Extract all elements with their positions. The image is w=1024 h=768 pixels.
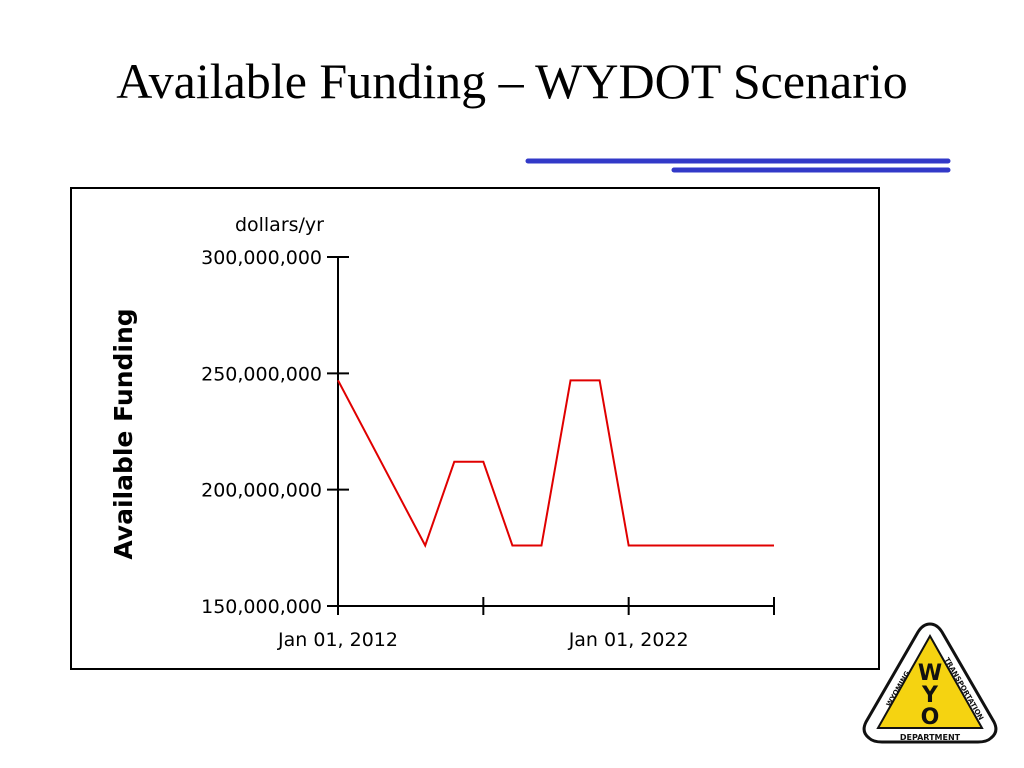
y-tick-label: 300,000,000	[201, 247, 322, 269]
x-axis-ticks: Jan 01, 2012 Jan 01, 2022	[277, 597, 775, 651]
logo-inner-triangle	[876, 633, 984, 729]
y-tick-label: 150,000,000	[201, 596, 322, 618]
logo-letter-o: O	[921, 705, 940, 730]
x-tick-label: Jan 01, 2012	[277, 629, 398, 651]
title-underline-decoration	[525, 158, 951, 173]
y-axis-unit: dollars/yr	[235, 214, 324, 236]
x-tick-label: Jan 01, 2022	[568, 629, 689, 651]
y-tick-label: 200,000,000	[201, 480, 322, 502]
slide-title: Available Funding – WYDOT Scenario	[116, 53, 908, 109]
funding-line-chart: Available Funding dollars/yr 150,000,000…	[109, 214, 775, 651]
series-line-available-funding	[337, 379, 774, 549]
logo-letter-y: Y	[921, 683, 939, 708]
logo-letter-w: W	[918, 661, 942, 686]
chart-axes	[337, 257, 774, 607]
chart-series	[337, 379, 774, 549]
y-axis-title: Available Funding	[109, 308, 138, 559]
logo-bottom-text: DEPARTMENT	[900, 733, 961, 742]
wydot-logo: W Y O WYOMING TRANSPORTATION DEPARTMENT	[862, 622, 998, 744]
y-axis-ticks: 150,000,000 200,000,000 250,000,000 300,000…	[201, 247, 349, 618]
y-tick-label: 250,000,000	[201, 363, 322, 385]
chart-frame: Available Funding dollars/yr 150,000,000…	[70, 187, 880, 670]
